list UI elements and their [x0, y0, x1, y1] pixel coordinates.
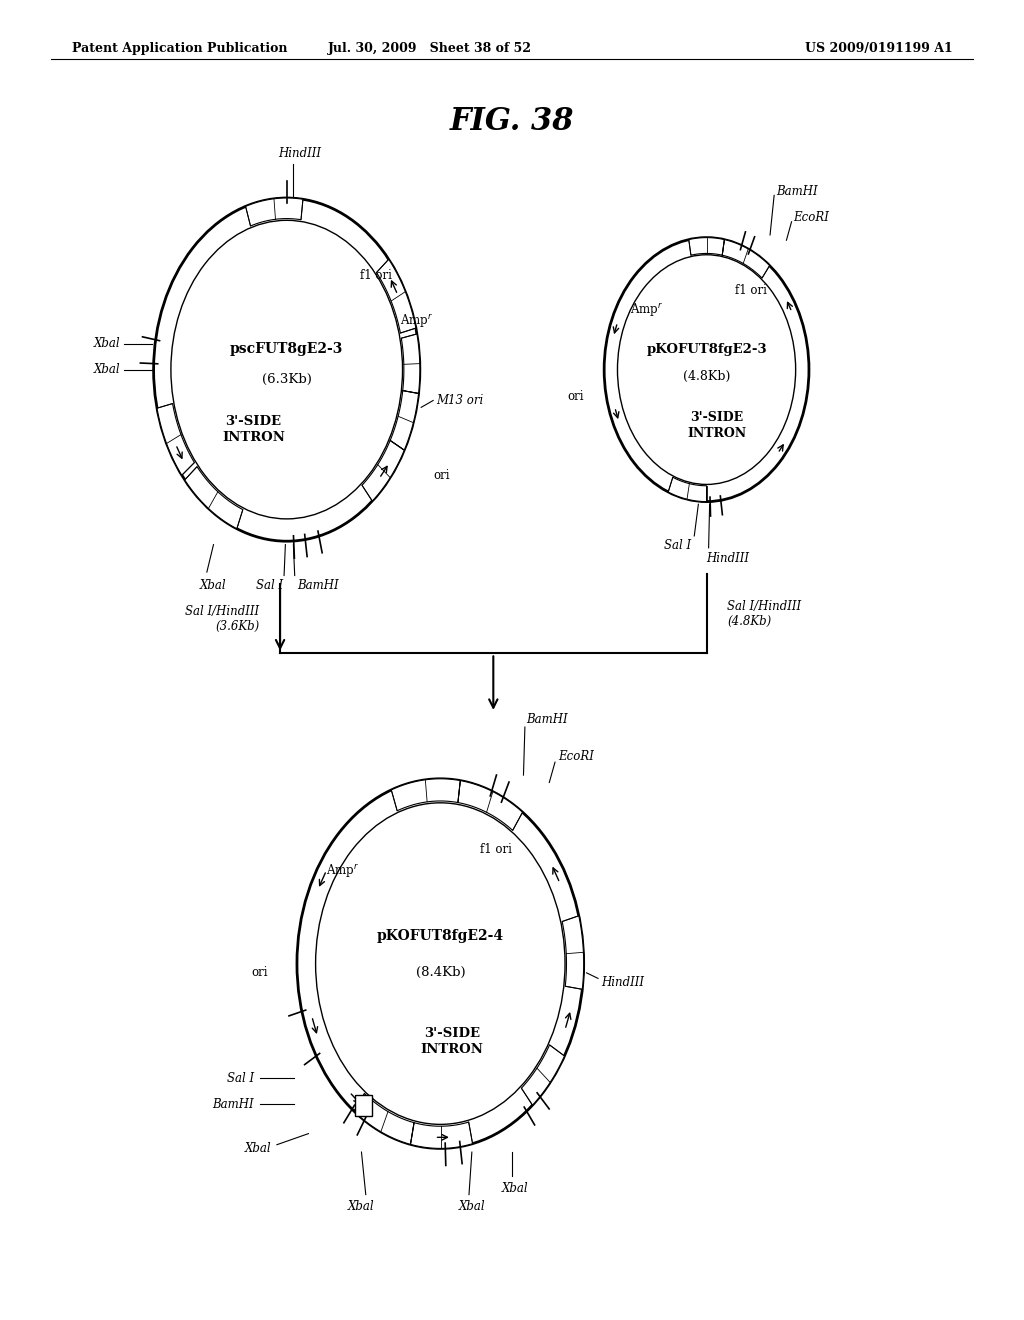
Text: (8.4Kb): (8.4Kb) — [416, 966, 465, 979]
Polygon shape — [689, 238, 724, 255]
Polygon shape — [354, 1093, 414, 1144]
Text: Xbal: Xbal — [502, 1181, 528, 1195]
Polygon shape — [157, 404, 195, 475]
Polygon shape — [411, 1122, 472, 1148]
Text: Xbal: Xbal — [201, 579, 227, 591]
Text: Patent Application Publication: Patent Application Publication — [72, 42, 287, 55]
Polygon shape — [184, 467, 243, 529]
Polygon shape — [362, 441, 404, 502]
Polygon shape — [458, 780, 522, 830]
Polygon shape — [401, 334, 420, 393]
Text: BamHI: BamHI — [776, 185, 818, 198]
Text: pKOFUT8fgE2-3: pKOFUT8fgE2-3 — [646, 343, 767, 356]
Text: Amp$^r$: Amp$^r$ — [399, 313, 433, 330]
Text: (6.3Kb): (6.3Kb) — [262, 374, 311, 387]
Text: pKOFUT8fgE2-4: pKOFUT8fgE2-4 — [377, 929, 504, 942]
Text: Sal I/HindIII
(3.6Kb): Sal I/HindIII (3.6Kb) — [185, 605, 260, 632]
Polygon shape — [246, 198, 303, 226]
Text: Jul. 30, 2009   Sheet 38 of 52: Jul. 30, 2009 Sheet 38 of 52 — [328, 42, 532, 55]
Polygon shape — [391, 779, 460, 810]
Text: HindIII: HindIII — [707, 552, 750, 565]
Text: BamHI: BamHI — [297, 579, 339, 591]
Text: Xbal: Xbal — [245, 1142, 271, 1155]
Text: HindIII: HindIII — [601, 975, 644, 989]
Text: Xbal: Xbal — [93, 338, 121, 350]
Text: Xbal: Xbal — [459, 1200, 485, 1213]
Text: Sal I: Sal I — [227, 1072, 254, 1085]
Text: BamHI: BamHI — [526, 713, 568, 726]
Text: Amp$^r$: Amp$^r$ — [630, 301, 663, 319]
Text: M13 ori: M13 ori — [436, 393, 483, 407]
Text: 3'-SIDE
INTRON: 3'-SIDE INTRON — [222, 416, 285, 444]
Text: Sal I: Sal I — [665, 539, 691, 552]
Bar — [355, 1094, 372, 1115]
Text: EcoRI: EcoRI — [794, 211, 829, 224]
Text: f1 ori: f1 ori — [360, 269, 392, 281]
Polygon shape — [377, 259, 416, 333]
Text: f1 ori: f1 ori — [480, 842, 512, 855]
Text: f1 ori: f1 ori — [735, 284, 767, 297]
Text: (4.8Kb): (4.8Kb) — [683, 370, 730, 383]
Text: Sal I: Sal I — [256, 579, 283, 591]
Polygon shape — [722, 240, 770, 279]
Text: 3'-SIDE
INTRON: 3'-SIDE INTRON — [420, 1027, 483, 1056]
Text: Xbal: Xbal — [93, 363, 121, 376]
Text: ori: ori — [567, 389, 584, 403]
Text: Xbal: Xbal — [348, 1200, 375, 1213]
Text: ori: ori — [433, 470, 450, 483]
Text: Amp$^r$: Amp$^r$ — [326, 862, 358, 880]
Polygon shape — [521, 1045, 564, 1105]
Polygon shape — [562, 916, 584, 989]
Text: BamHI: BamHI — [212, 1097, 254, 1110]
Text: HindIII: HindIII — [279, 148, 322, 160]
Text: Sal I/HindIII
(4.8Kb): Sal I/HindIII (4.8Kb) — [727, 599, 801, 628]
Text: pscFUT8gE2-3: pscFUT8gE2-3 — [230, 342, 343, 356]
Text: 3'-SIDE
INTRON: 3'-SIDE INTRON — [687, 411, 746, 440]
Polygon shape — [669, 478, 707, 502]
Text: FIG. 38: FIG. 38 — [450, 106, 574, 136]
Polygon shape — [390, 391, 419, 450]
Text: EcoRI: EcoRI — [558, 750, 594, 763]
Text: US 2009/0191199 A1: US 2009/0191199 A1 — [805, 42, 952, 55]
Text: ori: ori — [252, 966, 268, 979]
